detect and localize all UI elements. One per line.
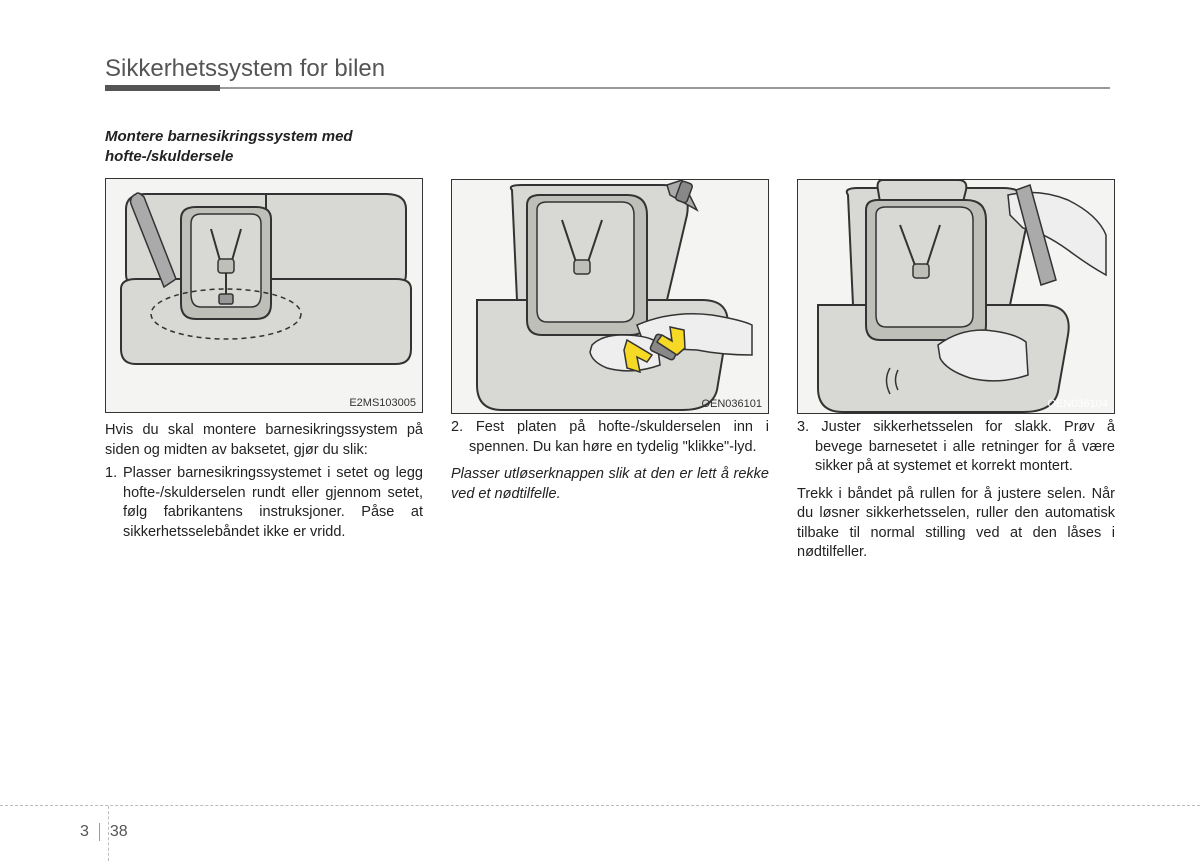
footer-dashed-h — [0, 805, 1200, 806]
chapter-number: 3 — [80, 823, 100, 841]
figure-1: E2MS103005 — [105, 178, 423, 413]
column-2: OEN036101 2. Fest platen på hofte-/skuld… — [451, 127, 769, 563]
illustration-2 — [452, 180, 769, 414]
figure-3: OEN036104 — [797, 179, 1115, 414]
illustration-3 — [798, 180, 1115, 414]
intro-text: Hvis du skal montere barnesikringssystem… — [105, 421, 423, 460]
column-3: OEN036104 3. Juster sikkerhetsselen for … — [797, 127, 1115, 563]
note-text: Plasser utløserknappen slik at den er le… — [451, 465, 769, 504]
page-title: Sikkerhetssystem for bilen — [105, 55, 1110, 87]
column-1: Montere barnesikringssystem med hofte-/s… — [105, 127, 423, 563]
figure-2: OEN036101 — [451, 179, 769, 414]
page-footer: 3 38 — [80, 823, 128, 841]
header-rule — [105, 87, 1110, 89]
figure-id-1: E2MS103005 — [349, 397, 416, 409]
step-3: 3. Juster sikkerhetsselen for slakk. Prø… — [797, 418, 1115, 477]
content-columns: Montere barnesikringssystem med hofte-/s… — [105, 127, 1110, 563]
illustration-1 — [106, 179, 423, 413]
step-1: 1. Plasser barnesikringssystemet i setet… — [105, 464, 423, 542]
page-number: 38 — [110, 823, 128, 841]
step-2: 2. Fest platen på hofte-/skulderselen in… — [451, 418, 769, 457]
subheading: Montere barnesikringssystem med hofte-/s… — [105, 127, 423, 166]
figure-id-3: OEN036104 — [1047, 398, 1108, 410]
para-text: Trekk i båndet på rullen for å justere s… — [797, 485, 1115, 563]
figure-id-2: OEN036101 — [701, 398, 762, 410]
